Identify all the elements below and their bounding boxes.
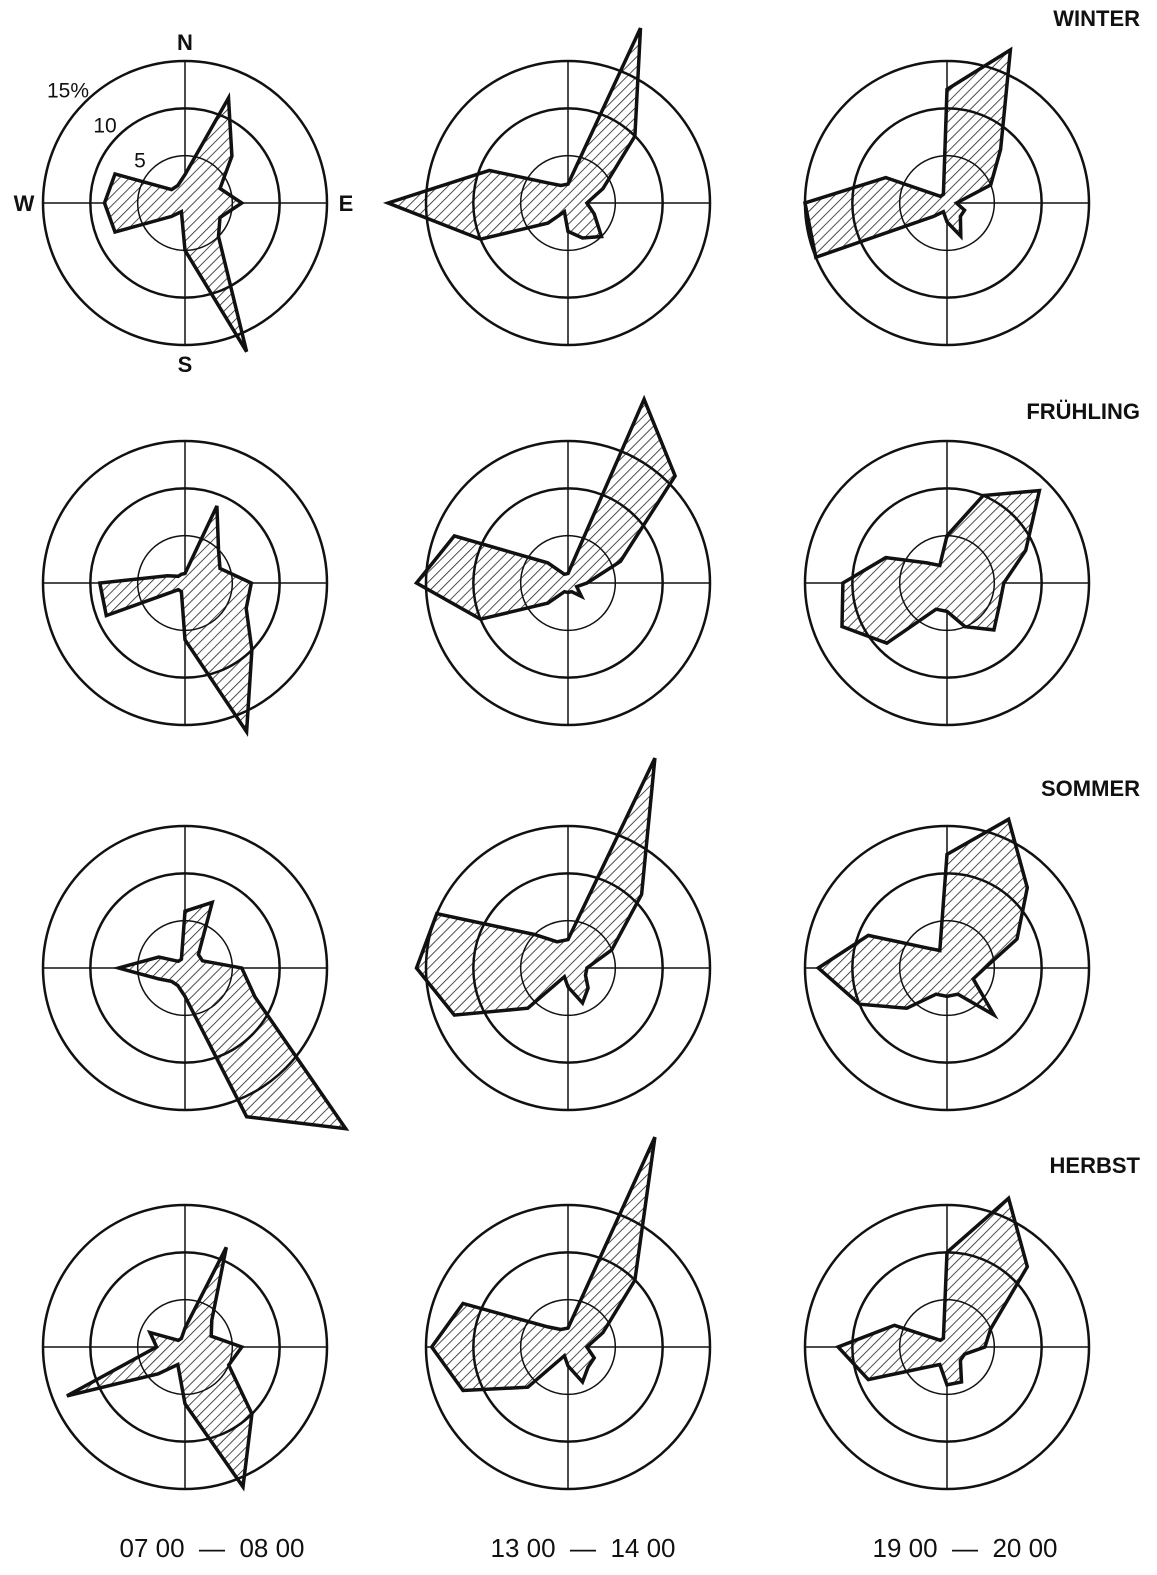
- range-ring: [803, 824, 1091, 1112]
- range-ring: [851, 487, 1043, 679]
- range-ring: [136, 919, 234, 1017]
- range-ring: [519, 919, 617, 1017]
- range-ring: [41, 59, 329, 347]
- ring-label: 10: [93, 115, 116, 138]
- range-ring: [41, 824, 329, 1112]
- range-ring: [803, 59, 1091, 347]
- wind-rose: [66, 1246, 254, 1492]
- range-ring: [851, 1251, 1043, 1443]
- range-ring: [519, 1298, 617, 1396]
- range-ring: [851, 872, 1043, 1064]
- wind-rose: [97, 505, 254, 737]
- season-label: SOMMER: [1041, 776, 1140, 801]
- range-ring: [136, 154, 234, 252]
- range-ring: [136, 534, 234, 632]
- ring-label: 15%: [47, 80, 89, 103]
- wind-rose: [102, 91, 249, 353]
- range-ring: [519, 154, 617, 252]
- wind-rose: [815, 816, 1030, 1020]
- range-ring: [519, 534, 617, 632]
- time-label: 19 00 — 20 00: [872, 1533, 1057, 1563]
- season-label: HERBST: [1050, 1153, 1141, 1178]
- range-ring: [89, 487, 281, 679]
- wind-rose: [382, 27, 643, 242]
- direction-label: W: [14, 191, 35, 216]
- wind-rose: [112, 899, 350, 1131]
- range-ring: [898, 919, 996, 1017]
- time-label: 07 00 — 08 00: [119, 1533, 304, 1563]
- range-ring: [41, 439, 329, 727]
- range-ring: [898, 1298, 996, 1396]
- range-ring: [89, 1251, 281, 1443]
- range-ring: [424, 59, 712, 347]
- wind-rose: [413, 394, 678, 622]
- season-label: FRÜHLING: [1026, 399, 1140, 424]
- range-ring: [89, 872, 281, 1064]
- range-ring: [472, 1251, 664, 1443]
- direction-label: S: [178, 352, 193, 377]
- range-ring: [472, 487, 664, 679]
- range-ring: [803, 1203, 1091, 1491]
- range-ring: [803, 439, 1091, 727]
- range-ring: [41, 1203, 329, 1491]
- range-ring: [898, 154, 996, 252]
- range-ring: [136, 1298, 234, 1396]
- range-ring: [424, 824, 712, 1112]
- wind-rose: [835, 1195, 1030, 1387]
- range-ring: [851, 107, 1043, 299]
- range-ring: [89, 107, 281, 299]
- range-ring: [424, 439, 712, 727]
- time-label: 13 00 — 14 00: [490, 1533, 675, 1563]
- direction-label: E: [339, 191, 354, 216]
- range-ring: [898, 534, 996, 632]
- season-label: WINTER: [1053, 6, 1140, 31]
- range-ring: [472, 872, 664, 1064]
- range-ring: [424, 1203, 712, 1491]
- range-ring: [472, 107, 664, 299]
- wind-rose: [840, 488, 1042, 646]
- ring-label: 5: [134, 150, 146, 173]
- wind-rose: [429, 1136, 657, 1393]
- direction-label: N: [177, 30, 193, 55]
- wind-rose: [802, 46, 1013, 260]
